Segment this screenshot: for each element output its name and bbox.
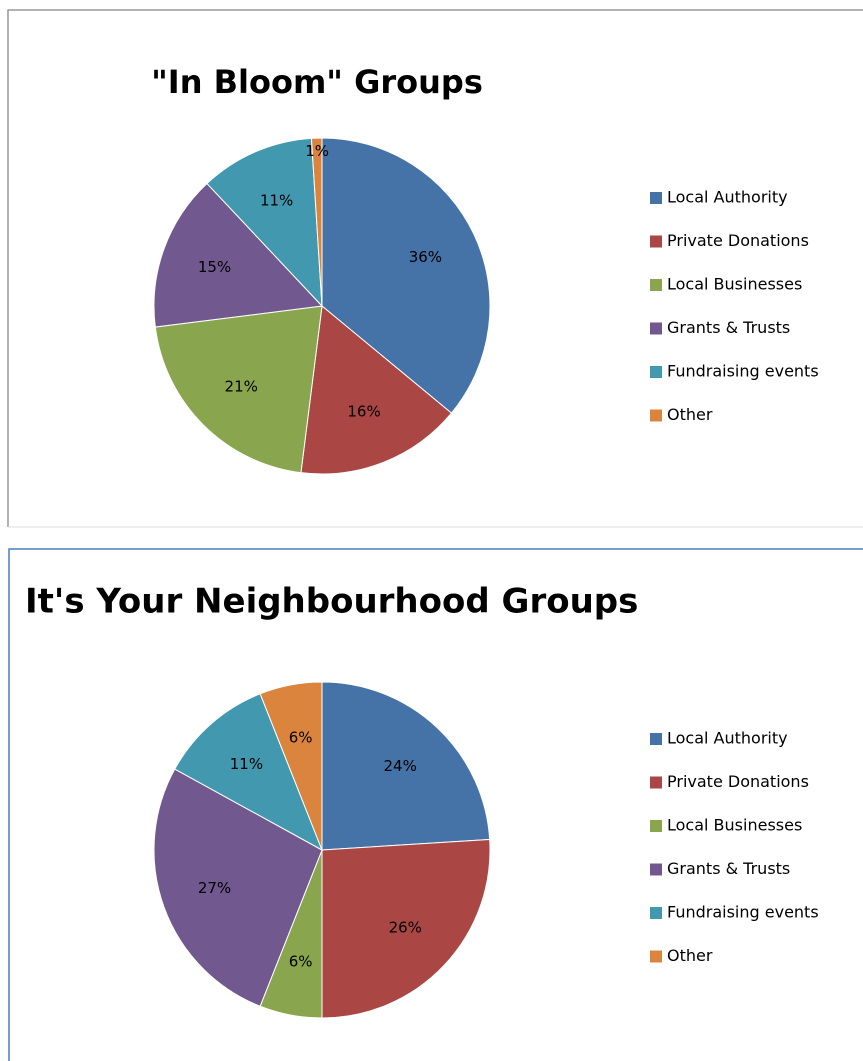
legend-label: Private Donations: [667, 772, 809, 791]
pie-slice: [154, 305, 323, 474]
pie-slice: [259, 681, 323, 851]
pie-slice: [310, 137, 323, 307]
legend-swatch: [650, 907, 662, 919]
data-label: 27%: [198, 879, 231, 897]
chart-title: It's Your Neighbourhood Groups: [25, 582, 638, 622]
legend-swatch: [650, 279, 662, 291]
legend-label: Local Businesses: [667, 275, 802, 294]
legend-swatch: [650, 322, 662, 335]
legend-swatch: [650, 235, 662, 248]
legend-swatch: [650, 366, 662, 378]
legend-swatch: [650, 863, 662, 876]
data-label: 1%: [305, 142, 329, 160]
data-label: 24%: [384, 757, 417, 775]
pie-slice: [321, 838, 491, 1019]
legend-label: Local Authority: [667, 729, 788, 748]
legend-swatch: [650, 820, 662, 832]
legend-label: Fundraising events: [667, 362, 819, 381]
legend-swatch: [650, 733, 662, 745]
legend-label: Other: [667, 946, 713, 965]
pie-slice: [153, 768, 323, 1007]
legend-label: Grants & Trusts: [667, 318, 790, 337]
data-label: 16%: [347, 403, 380, 421]
data-label: 11%: [230, 755, 263, 773]
pie-slice: [206, 137, 323, 308]
legend-swatch: [650, 192, 662, 204]
pie-slice: [153, 182, 324, 328]
data-label: 26%: [389, 919, 422, 937]
frame-1: [7, 9, 863, 527]
legend-swatch: [650, 950, 662, 963]
legend-label: Grants & Trusts: [667, 859, 790, 878]
data-label: 6%: [289, 953, 313, 971]
legend-label: Other: [667, 405, 713, 424]
legend-swatch: [650, 409, 662, 422]
chart-title: "In Bloom" Groups: [151, 63, 483, 101]
frame-2: [8, 548, 863, 1061]
legend-label: Fundraising events: [667, 903, 819, 922]
legend-label: Private Donations: [667, 231, 809, 250]
data-label: 21%: [225, 377, 258, 395]
data-label: 6%: [289, 728, 313, 746]
legend-label: Local Authority: [667, 188, 788, 207]
pie-slice: [321, 681, 491, 851]
legend-label: Local Businesses: [667, 816, 802, 835]
data-label: 11%: [260, 192, 293, 210]
legend-swatch: [650, 776, 662, 789]
data-label: 36%: [409, 248, 442, 266]
pie-slice: [300, 305, 453, 475]
data-label: 15%: [198, 258, 231, 276]
pie-slice: [321, 137, 491, 414]
pie-slice: [174, 693, 323, 852]
